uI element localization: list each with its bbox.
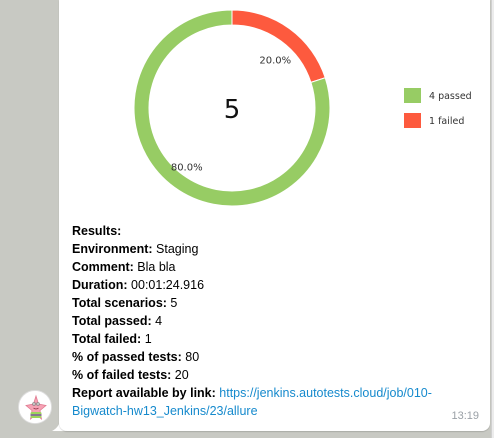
allure-chart: 20.0% 80.0% 5 4 passed 1 failed (59, 0, 490, 215)
total-failed-line: Total failed: 1 (72, 332, 152, 346)
message-bubble[interactable]: 20.0% 80.0% 5 4 passed 1 failed Results: Env… (59, 0, 490, 431)
window-edge (491, 0, 494, 438)
message-timestamp: 13:19 (451, 410, 479, 422)
slice-percent-label: 80.0% (171, 163, 203, 174)
slice-4-passed (133, 9, 331, 207)
report-link-line: Report available by link: https://jenkin… (72, 386, 432, 418)
failed-percent-line: % of failed tests: 20 (72, 368, 189, 382)
patrick-star-icon (19, 391, 51, 423)
total-count-label: 5 (224, 95, 241, 125)
legend-label: 4 passed (429, 91, 472, 102)
legend-label: 1 failed (429, 116, 464, 127)
legend-swatch (404, 88, 421, 103)
donut-chart: 20.0% 80.0% 5 4 passed 1 failed (133, 9, 472, 207)
report-text: Results: Environment: Staging Comment: B… (72, 222, 482, 420)
sender-avatar[interactable] (18, 390, 52, 424)
total-scenarios-line: Total scenarios: 5 (72, 296, 178, 310)
comment-line: Comment: Bla bla (72, 260, 176, 274)
results-heading: Results: (72, 224, 122, 238)
total-passed-line: Total passed: 4 (72, 314, 163, 328)
slice-1-failed (231, 9, 326, 83)
environment-line: Environment: Staging (72, 242, 199, 256)
report-link[interactable]: https://jenkins.autotests.cloud/job/010-… (72, 386, 432, 418)
legend-swatch (404, 113, 421, 128)
passed-percent-line: % of passed tests: 80 (72, 350, 200, 364)
duration-line: Duration: 00:01:24.916 (72, 278, 205, 292)
slice-percent-label: 20.0% (259, 55, 291, 66)
